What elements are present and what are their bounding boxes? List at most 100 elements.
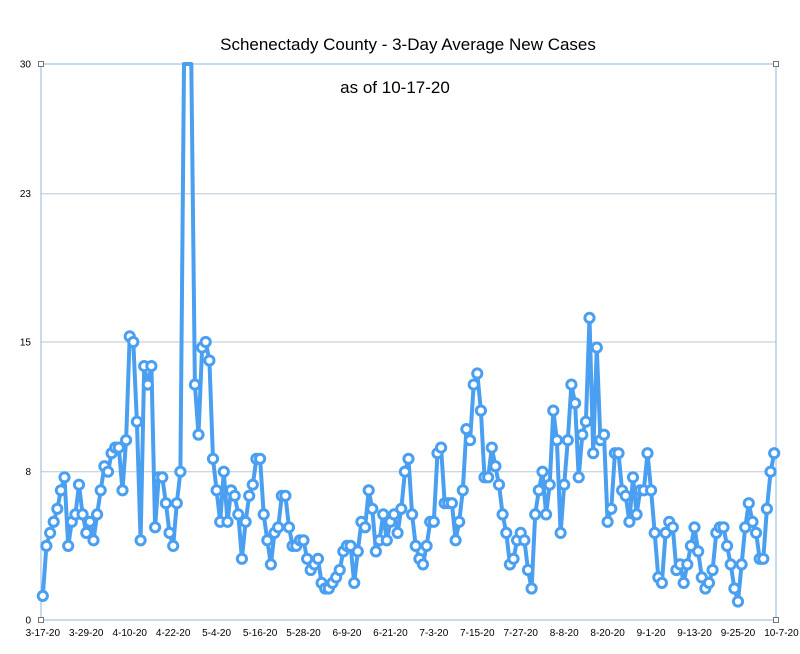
data-point — [561, 434, 574, 447]
data-point — [199, 335, 212, 349]
data-point — [587, 447, 600, 460]
data-point — [456, 484, 469, 497]
data-point — [94, 484, 107, 497]
data-point — [666, 521, 679, 534]
x-tick-label: 4-10-20 — [112, 628, 147, 639]
data-point — [116, 484, 129, 497]
data-point — [62, 539, 75, 553]
data-point — [681, 558, 694, 571]
data-point — [579, 415, 593, 428]
plot-frame — [40, 63, 777, 621]
data-point — [449, 534, 462, 547]
data-point — [543, 478, 556, 491]
data-point — [188, 378, 201, 391]
x-tick-label: 6-9-20 — [332, 628, 361, 639]
frame-handle — [773, 617, 779, 623]
data-point — [44, 526, 57, 540]
data-point — [702, 576, 716, 590]
data-point — [688, 521, 701, 534]
data-point — [279, 489, 292, 502]
data-point — [721, 539, 734, 553]
data-point — [626, 471, 640, 484]
y-axis-ticks: 0 8 15 23 30 — [20, 60, 32, 627]
data-point — [540, 508, 553, 521]
data-point — [402, 452, 415, 465]
chart-subtitle: as of 10-17-20 — [340, 78, 450, 97]
frame-handle — [38, 617, 44, 623]
data-point — [395, 502, 408, 515]
data-point — [377, 508, 390, 521]
x-tick-label: 9-25-20 — [721, 628, 756, 639]
data-point — [174, 465, 187, 478]
data-point — [127, 335, 140, 349]
frame-handle — [38, 61, 44, 67]
data-point — [72, 478, 86, 491]
x-tick-label: 9-13-20 — [677, 628, 712, 639]
data-point — [518, 534, 531, 547]
data-point — [760, 502, 774, 515]
data-point — [80, 526, 93, 540]
x-tick-label: 9-1-20 — [637, 628, 666, 639]
data-point — [572, 471, 585, 484]
data-point — [496, 508, 509, 521]
data-point — [239, 515, 252, 528]
data-point — [482, 471, 495, 484]
data-point — [91, 508, 104, 521]
data-point — [297, 534, 310, 547]
data-point — [243, 489, 256, 502]
data-point — [492, 478, 506, 491]
data-point — [565, 378, 578, 391]
y-tick-label: 8 — [25, 467, 31, 478]
data-point — [641, 447, 654, 460]
data-point — [134, 534, 147, 547]
data-point — [655, 576, 669, 590]
data-point — [348, 576, 361, 590]
x-tick-label: 6-21-20 — [373, 628, 408, 639]
data-point — [485, 441, 498, 454]
data-point — [529, 508, 542, 521]
data-point — [554, 526, 567, 540]
data-point — [601, 515, 614, 528]
data-point — [445, 497, 458, 510]
data-point — [333, 563, 346, 577]
data-point — [149, 521, 162, 534]
data-point — [706, 563, 719, 577]
data-point — [369, 545, 382, 558]
data-point — [474, 404, 487, 417]
data-point — [366, 502, 379, 515]
data-point — [51, 502, 64, 515]
data-point — [619, 489, 632, 502]
x-tick-label: 7-15-20 — [460, 628, 495, 639]
data-point — [597, 428, 611, 441]
data-point — [163, 526, 176, 540]
chart-title: Schenectady County - 3-Day Average New C… — [220, 35, 596, 54]
data-point — [507, 552, 520, 565]
x-tick-label: 7-27-20 — [504, 628, 539, 639]
data-point — [583, 311, 596, 324]
x-tick-label: 8-8-20 — [550, 628, 579, 639]
data-point — [398, 465, 411, 478]
data-point — [112, 441, 125, 454]
data-point — [692, 545, 705, 558]
data-point — [764, 465, 777, 478]
data-point — [532, 484, 545, 497]
data-point — [467, 378, 480, 391]
data-point — [569, 397, 582, 410]
data-point — [460, 423, 473, 436]
data-point — [130, 415, 143, 428]
data-point — [54, 484, 68, 497]
data-point — [83, 515, 97, 528]
data-point — [235, 552, 248, 565]
data-point — [87, 534, 100, 547]
data-point — [409, 539, 422, 553]
series-layer — [36, 62, 781, 608]
data-point — [550, 434, 564, 447]
data-point — [605, 502, 618, 515]
data-point — [217, 465, 230, 478]
data-point — [731, 595, 745, 608]
data-point — [311, 552, 325, 565]
data-point — [167, 539, 180, 553]
data-point — [362, 484, 375, 497]
data-point — [221, 515, 234, 528]
x-axis-ticks: 3-17-20 3-29-20 4-10-20 4-22-20 5-4-20 5-16-2… — [26, 628, 800, 639]
